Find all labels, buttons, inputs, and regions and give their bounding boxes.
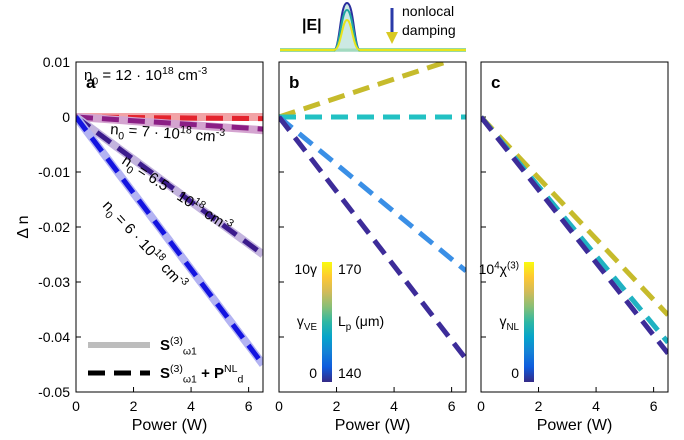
label-part: NL [224, 363, 238, 375]
x-tick-label: 0 [72, 398, 80, 414]
series-line [481, 115, 668, 356]
colorbar-label: 170 [338, 261, 362, 277]
inset: |E| nonlocal damping [280, 1, 466, 52]
series-group [279, 62, 466, 361]
panel-label: a [86, 73, 96, 92]
label-part: 18 [180, 124, 193, 137]
x-axis-label: Power (W) [335, 417, 411, 434]
y-tick-label: -0.05 [38, 384, 70, 400]
series-line [279, 62, 447, 120]
axes-box [480, 61, 669, 393]
x-tick-label: 0 [477, 398, 485, 414]
label-part: 0 [92, 76, 98, 88]
inset-note: nonlocal [402, 3, 454, 19]
label-part: (μm) [351, 313, 384, 329]
series-line [76, 114, 263, 132]
label-part: p [346, 322, 352, 333]
colorbar [524, 262, 534, 382]
inset-note: damping [402, 22, 456, 38]
x-axis-label: Power (W) [537, 417, 613, 434]
label-part: S [160, 365, 170, 382]
x-tick-label: 4 [390, 398, 398, 414]
label-part: 4 [494, 260, 500, 271]
panel: 0 2 4 6 c Power (W) 0 [477, 61, 669, 434]
rich-label: S(3)ω1 [160, 335, 197, 358]
y-tick-label: -0.02 [38, 219, 70, 235]
y-tick-label: 0 [62, 109, 70, 125]
y-tick-label: -0.01 [38, 164, 70, 180]
axes-box [278, 61, 467, 393]
label-part: (3) [507, 260, 519, 271]
label-part: = 12 · 10 [98, 67, 162, 84]
label-part: -3 [215, 126, 225, 139]
label-part: 18 [192, 195, 208, 212]
rich-label: 104χ(3) [479, 260, 519, 277]
label-part: S [160, 337, 170, 354]
x-axis-label: Power (W) [132, 417, 208, 434]
label-part: (3) [170, 363, 183, 375]
x-tick-label: 6 [650, 398, 658, 414]
series-line [279, 115, 466, 273]
x-tick-label: 2 [535, 398, 543, 414]
rich-label: γVE [297, 313, 318, 333]
rich-label: S(3)ω1 + PNLd [160, 363, 243, 386]
label-part: γ [297, 313, 304, 329]
y-axis-label: Δ n [15, 215, 32, 238]
y-tick-label: -0.04 [38, 329, 70, 345]
label-part: ω1 [183, 374, 197, 386]
label-part: γ [499, 313, 506, 329]
label-part: cm [191, 127, 216, 146]
rich-label: γNL [499, 313, 519, 333]
label-part: ω1 [183, 346, 197, 358]
label-part: 0 [124, 164, 136, 177]
label-part: = 7 · 10 [124, 122, 181, 143]
colorbar-label: 10γ [294, 261, 317, 277]
x-tick-label: 4 [592, 398, 600, 414]
label-part: 18 [162, 65, 174, 77]
panel-label: b [289, 73, 299, 92]
inset-label: |E| [302, 17, 322, 34]
label-part: VE [304, 322, 318, 333]
label-part: (3) [170, 335, 183, 347]
label-part: L [338, 313, 346, 329]
x-tick-label: 6 [448, 398, 456, 414]
x-tick-label: 0 [275, 398, 283, 414]
label-part: 0 [118, 130, 125, 142]
rich-label: n0 = 12 · 1018 cm-3 [84, 65, 207, 88]
axes-box [75, 61, 264, 393]
x-tick-label: 4 [187, 398, 195, 414]
series-line [481, 115, 668, 317]
x-tick-label: 6 [245, 398, 253, 414]
series-line [481, 115, 668, 345]
series-group [76, 113, 263, 367]
inset-arrowhead [386, 32, 398, 44]
x-tick-label: 2 [130, 398, 138, 414]
label-part: d [237, 374, 243, 386]
series-group [481, 115, 668, 356]
label-part: + P [197, 365, 224, 382]
label-part: -3 [198, 65, 207, 77]
colorbar-label: 140 [338, 365, 362, 381]
x-tick-label: 2 [333, 398, 341, 414]
colorbar-label: 0 [511, 365, 519, 381]
panel: 0 2 4 6 b Power (W) 10γ 0 170 140 [275, 61, 467, 434]
y-tick-label: 0.01 [43, 54, 70, 70]
label-part: χ [500, 261, 508, 277]
colorbar-label: 0 [309, 365, 317, 381]
label-part: n [110, 121, 120, 139]
label-part: NL [506, 322, 519, 333]
label-part: 10 [479, 261, 495, 277]
label-part: n [84, 67, 92, 84]
rich-label: Lp (μm) [338, 313, 384, 333]
colorbar [322, 262, 332, 382]
panel: 0.010-0.01-0.02-0.03-0.04-0.050 2 4 6aPower… [15, 54, 264, 434]
series-line [76, 114, 263, 367]
inset-curve [280, 18, 466, 51]
panel-label: c [491, 73, 500, 92]
label-part: cm [174, 67, 198, 84]
series-line [76, 114, 263, 257]
y-tick-label: -0.03 [38, 274, 70, 290]
rich-label: n0 = 7 · 1018 cm-3 [109, 119, 225, 149]
